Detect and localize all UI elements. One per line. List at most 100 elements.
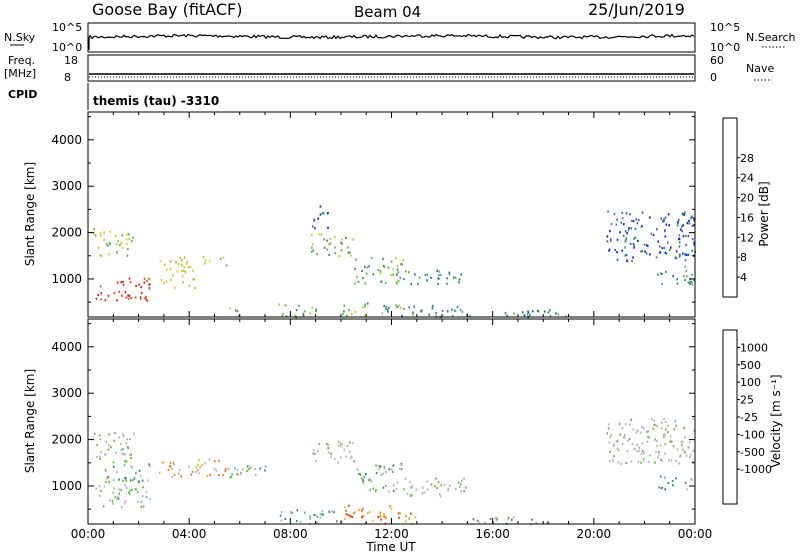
vel-data-cell	[363, 476, 365, 479]
vel-data-cell	[674, 420, 677, 423]
vel-data-cell	[241, 467, 244, 471]
freq-strip-frame	[87, 54, 696, 82]
power-data-cell	[682, 235, 685, 238]
vel-data-cell	[237, 473, 239, 476]
velocity-y-axis: 1000 2000 3000 4000	[51, 323, 695, 510]
vel-data-cell	[209, 473, 211, 476]
vel-data-cell	[460, 489, 462, 492]
vel-data-cell	[124, 484, 127, 487]
power-data-cell	[362, 277, 364, 280]
power-data-cell	[340, 241, 342, 244]
power-data-cell	[684, 278, 686, 282]
power-data-cell	[99, 254, 101, 257]
power-data-cell	[513, 312, 515, 315]
x-tick-label: 04:00	[172, 527, 207, 541]
power-data-cell	[132, 236, 134, 239]
vel-data-cell	[641, 449, 644, 453]
power-data-cell	[684, 265, 686, 268]
power-data-cell	[126, 242, 128, 245]
power-data-cell	[657, 240, 660, 243]
vel-data-cell	[642, 427, 645, 430]
power-data-cell	[208, 260, 211, 263]
vel-data-cell	[385, 471, 387, 474]
power-data-cell	[693, 243, 695, 246]
vel-data-cell	[654, 461, 656, 464]
vel-data-cell	[357, 472, 360, 475]
power-data-cell	[107, 244, 109, 247]
vel-data-cell	[405, 520, 407, 523]
vel-data-cell	[648, 436, 651, 439]
power-data-cell	[285, 315, 288, 318]
vel-data-cell	[382, 472, 384, 475]
power-data-cell	[398, 304, 401, 307]
power-data-cell	[637, 219, 640, 222]
colorbar-tick-label: 28	[740, 152, 754, 165]
cpid-text: themis (tau) -3310	[93, 94, 219, 108]
colorbar-tick-label: 500	[740, 359, 761, 372]
power-data-cell	[349, 251, 351, 254]
vel-data-cell	[689, 441, 691, 444]
vel-data-cell	[133, 477, 136, 480]
vel-data-cell	[654, 424, 657, 427]
vel-data-cell	[606, 432, 609, 435]
power-data-cell	[629, 213, 631, 216]
power-data-cell	[368, 265, 370, 268]
power-data-cell	[316, 253, 318, 256]
power-data-cell	[234, 309, 237, 312]
power-data-cell	[410, 283, 413, 286]
power-data-cell	[686, 222, 689, 225]
vel-data-cell	[102, 505, 105, 508]
power-data-cell	[109, 230, 111, 233]
vel-data-cell	[370, 480, 373, 483]
vel-data-cell	[132, 479, 134, 482]
power-data-cell	[302, 314, 305, 317]
power-data-cell	[624, 254, 627, 257]
vel-data-cell	[347, 513, 349, 517]
power-data-cell	[664, 251, 667, 254]
power-data-cell	[347, 251, 350, 254]
power-data-cell	[126, 254, 129, 257]
power-data-cell	[641, 211, 644, 214]
power-data-cell	[403, 278, 405, 281]
vel-data-cell	[656, 425, 658, 428]
power-data-cell	[691, 283, 694, 286]
vel-data-cell	[430, 483, 432, 487]
colorbar-tick-label: -1000	[740, 463, 772, 476]
power-data-cell	[192, 278, 195, 281]
vel-data-cell	[656, 445, 658, 448]
vel-data-cell	[131, 488, 133, 492]
power-data-cell	[608, 248, 611, 251]
power-data-cell	[204, 262, 206, 265]
power-data-cell	[685, 243, 687, 246]
power-data-cell	[635, 218, 638, 221]
power-data-cell	[684, 259, 687, 262]
vel-data-cell	[654, 438, 657, 441]
power-data-cell	[417, 282, 419, 285]
power-data-cell	[343, 310, 345, 313]
vel-data-cell	[362, 479, 364, 482]
power-data-cell	[302, 312, 305, 315]
power-data-cell	[661, 247, 664, 250]
power-data-cell	[649, 253, 651, 256]
vel-data-cell	[512, 516, 515, 519]
power-data-cell	[113, 291, 116, 294]
power-data-cell	[326, 248, 329, 251]
power-data-cell	[140, 286, 142, 289]
vel-data-cell	[126, 438, 129, 441]
vel-data-cell	[636, 443, 638, 446]
power-data-cell	[664, 216, 667, 219]
vel-data-cell	[254, 467, 257, 471]
vel-data-cell	[180, 475, 183, 478]
power-data-cell	[678, 234, 681, 237]
power-data-cell	[181, 269, 183, 272]
power-data-cell	[537, 310, 540, 313]
freq-unit-label: [MHz]	[4, 67, 36, 80]
power-data-cell	[134, 296, 137, 299]
vel-data-cell	[345, 513, 348, 516]
power-data-cell	[104, 299, 107, 302]
power-data-cell	[681, 212, 684, 215]
power-data-cell	[623, 223, 625, 226]
vel-data-cell	[628, 423, 631, 426]
y-tick-label: 3000	[51, 386, 82, 400]
vel-data-cell	[693, 429, 695, 432]
